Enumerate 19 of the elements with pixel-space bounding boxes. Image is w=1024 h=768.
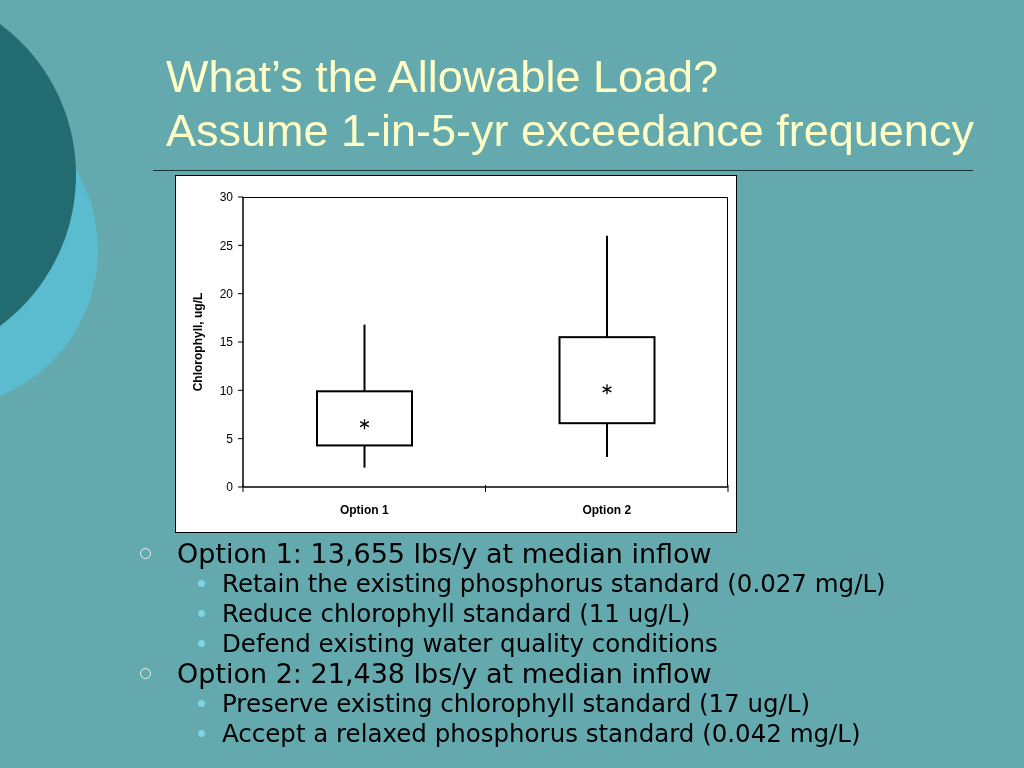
y-tick-label: 15: [219, 335, 234, 350]
y-tick-label: 10: [219, 383, 234, 398]
text: Retain the existing phosphorus standard (0.027 mg/L): [222, 568, 886, 598]
x-tick-label: Option 2: [582, 503, 632, 517]
text: Reduce chlorophyll standard (11 ug/L): [222, 598, 691, 628]
text: Option 1: 13,655 lbs/y at median inflow: [177, 537, 712, 569]
y-axis-title: Chlorophyll, ug/L: [191, 292, 205, 392]
x-tick-label: Option 1: [339, 503, 389, 517]
chart-title: What’s the Allowable Load?: [166, 51, 719, 102]
y-tick-label: 20: [219, 286, 234, 301]
text: Accept a relaxed phosphorus standard (0.042 mg/L): [222, 718, 861, 748]
text: Option 2: 21,438 lbs/y at median inflow: [177, 657, 712, 689]
y-tick-label: 5: [226, 431, 234, 446]
text: Defend existing water quality conditions: [222, 628, 718, 658]
y-tick-label: 30: [219, 190, 234, 205]
y-tick-label: 0: [226, 480, 234, 495]
chart-subtitle: Assume 1-in-5-yr exceedance frequency: [166, 105, 974, 156]
text: Preserve existing chlorophyll standard (17 ug/L): [222, 688, 811, 718]
y-tick-label: 25: [219, 238, 234, 253]
